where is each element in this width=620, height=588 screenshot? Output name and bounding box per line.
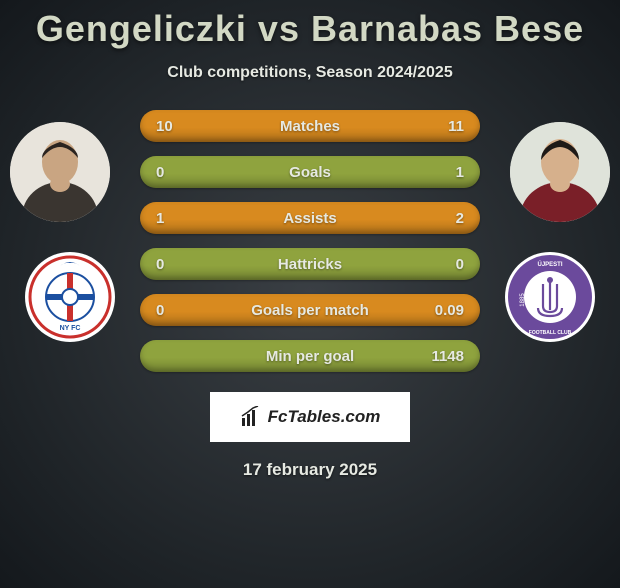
page-title: Gengeliczki vs Barnabas Bese bbox=[0, 8, 620, 50]
stat-row: 1Assists2 bbox=[140, 202, 480, 234]
stat-row: 10Matches11 bbox=[140, 110, 480, 142]
club-badge-icon: NY FC bbox=[25, 252, 115, 342]
stat-right-value: 2 bbox=[414, 210, 464, 227]
branding-text: FcTables.com bbox=[268, 407, 381, 427]
avatar-placeholder-icon bbox=[10, 122, 110, 222]
branding-badge: FcTables.com bbox=[210, 392, 410, 442]
svg-text:NY FC: NY FC bbox=[60, 325, 81, 332]
stat-row: 0Hattricks0 bbox=[140, 248, 480, 280]
stat-row: Min per goal1148 bbox=[140, 340, 480, 372]
svg-text:1885: 1885 bbox=[520, 293, 526, 307]
club-right-logo: ÚJPESTI FOOTBALL CLUB 1885 bbox=[505, 252, 595, 342]
stat-label: Min per goal bbox=[206, 348, 414, 365]
stats-list: 10Matches110Goals11Assists20Hattricks00G… bbox=[140, 110, 480, 386]
stat-right-value: 11 bbox=[414, 118, 464, 135]
stat-left-value: 10 bbox=[156, 118, 206, 135]
stat-label: Goals bbox=[206, 164, 414, 181]
svg-text:FOOTBALL CLUB: FOOTBALL CLUB bbox=[529, 330, 572, 336]
stat-left-value: 0 bbox=[156, 302, 206, 319]
stat-row: 0Goals per match0.09 bbox=[140, 294, 480, 326]
stat-label: Assists bbox=[206, 210, 414, 227]
stat-label: Hattricks bbox=[206, 256, 414, 273]
chart-icon bbox=[240, 406, 262, 428]
stat-left-value: 0 bbox=[156, 256, 206, 273]
date-label: 17 february 2025 bbox=[0, 460, 620, 480]
club-left-logo: NY FC bbox=[25, 252, 115, 342]
stat-label: Goals per match bbox=[206, 302, 414, 319]
subtitle: Club competitions, Season 2024/2025 bbox=[0, 64, 620, 82]
stat-right-value: 0 bbox=[414, 256, 464, 273]
stat-right-value: 0.09 bbox=[414, 302, 464, 319]
stat-right-value: 1148 bbox=[414, 348, 464, 365]
stat-row: 0Goals1 bbox=[140, 156, 480, 188]
stat-left-value: 1 bbox=[156, 210, 206, 227]
player-left-avatar bbox=[10, 122, 110, 222]
comparison-panel: NY FC ÚJPESTI FOOTBALL CLUB 1885 10Match… bbox=[0, 110, 620, 380]
player-right-avatar bbox=[510, 122, 610, 222]
stat-right-value: 1 bbox=[414, 164, 464, 181]
stat-label: Matches bbox=[206, 118, 414, 135]
club-badge-icon: ÚJPESTI FOOTBALL CLUB 1885 bbox=[505, 252, 595, 342]
avatar-placeholder-icon bbox=[510, 122, 610, 222]
svg-text:ÚJPESTI: ÚJPESTI bbox=[537, 261, 562, 268]
stat-left-value: 0 bbox=[156, 164, 206, 181]
